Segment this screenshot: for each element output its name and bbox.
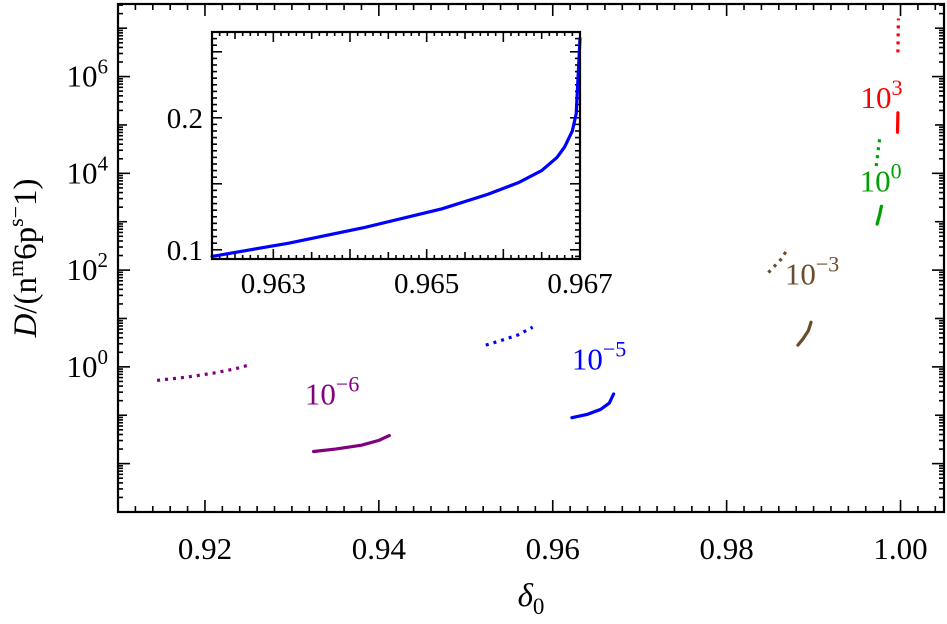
y-tick-label: 106: [67, 55, 109, 94]
series-curve-dotted: [898, 19, 899, 53]
series-curve-solid: [877, 206, 881, 224]
y-tick-labels: 100 102 104 106: [67, 55, 109, 384]
series-curve-dotted: [768, 252, 785, 273]
inset-y-tick-labels: 0.1 0.2: [167, 103, 203, 267]
inset-x-tick-label: 0.967: [547, 268, 612, 300]
inset-x-tick-labels: 0.963 0.965 0.967: [241, 268, 613, 300]
inset-x-tick-label: 0.963: [241, 268, 306, 300]
x-tick-label: 0.94: [352, 531, 407, 566]
y-axis-title: D/(nm6ps−1): [3, 178, 44, 338]
series-curve-solid: [572, 394, 614, 418]
series-curve-solid: [798, 322, 811, 345]
series-curve-dotted: [157, 364, 251, 380]
x-tick-label: 0.92: [178, 531, 232, 566]
series-curve-dotted: [876, 139, 880, 167]
y-tick-label: 100: [67, 345, 109, 384]
series-label: 10−3: [785, 252, 839, 292]
inset-x-tick-label: 0.965: [394, 268, 459, 300]
series-label: 10−6: [305, 372, 359, 412]
y-tick-label: 102: [67, 248, 109, 287]
series-label: 10−5: [572, 336, 626, 376]
inset-background: [212, 32, 580, 259]
x-tick-label: 0.96: [526, 531, 580, 566]
x-tick-labels: 0.92 0.94 0.96 0.98 1.00: [178, 531, 928, 566]
inset-y-tick-label: 0.2: [167, 103, 203, 135]
y-tick-label: 104: [67, 151, 109, 190]
series-label: 100: [860, 159, 902, 199]
x-axis-title: δ0: [518, 578, 545, 619]
x-tick-label: 1.00: [873, 531, 927, 566]
series-curve-solid: [314, 436, 390, 452]
series-label: 103: [861, 75, 903, 115]
inset-y-tick-label: 0.1: [167, 235, 203, 267]
x-tick-label: 0.98: [700, 531, 754, 566]
series-curve-dotted: [486, 327, 533, 345]
